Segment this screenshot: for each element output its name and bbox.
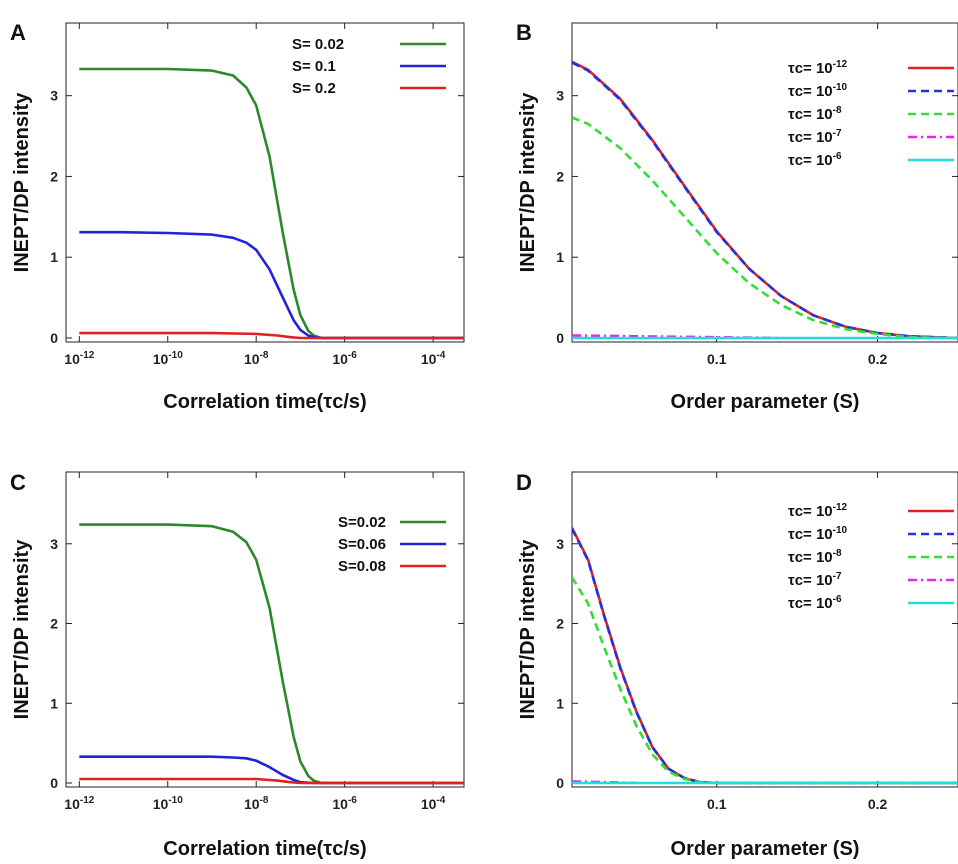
series-line-2 <box>572 61 958 340</box>
x-tick-label: 10-8 <box>244 795 269 812</box>
x-tick-label: 10-4 <box>421 795 446 812</box>
x-tick-label: 10-12 <box>64 795 94 812</box>
legend-label-3: τc= 10-8 <box>788 548 842 566</box>
y-axis-title: INEPT/DP intensity <box>11 539 33 720</box>
panel-letter: A <box>10 20 26 45</box>
series-line-1 <box>79 67 464 340</box>
y-tick-label: 2 <box>50 168 58 184</box>
legend-label-2: τc= 10-10 <box>788 525 848 543</box>
legend-label-1: S=0.02 <box>338 514 386 531</box>
y-tick-label: 3 <box>50 88 58 104</box>
series-line-1 <box>572 527 958 785</box>
panel-letter: B <box>516 20 532 45</box>
x-tick-label: 10-10 <box>153 795 183 812</box>
panel-d: D 0 1 2 3 0.1 0.2 Order parameter (S) INEPT/DP i… <box>516 470 958 860</box>
y-tick-label: 0 <box>50 775 58 791</box>
x-tick-label: 10-8 <box>244 350 269 367</box>
legend-label-4: τc= 10-7 <box>788 571 842 589</box>
legend-label-3: S=0.08 <box>338 558 386 575</box>
legend-label-3: τc= 10-8 <box>788 105 842 123</box>
series-line-3 <box>79 331 464 340</box>
y-tick-label: 2 <box>556 616 564 632</box>
x-axis-title: Order parameter (S) <box>671 838 860 860</box>
panel-a: A 0 1 2 3 10-12 10-10 10-8 10-6 10-4 Correlation t… <box>10 20 465 413</box>
y-tick-label: 3 <box>50 536 58 552</box>
series-line-3 <box>79 777 464 785</box>
x-tick-label: 0.2 <box>868 351 888 367</box>
y-tick-label: 2 <box>50 616 58 632</box>
legend-label-4: τc= 10-7 <box>788 128 842 146</box>
legend-label-3: S= 0.2 <box>292 80 336 97</box>
y-tick-label: 3 <box>556 88 564 104</box>
y-axis-title: INEPT/DP intensity <box>517 539 539 720</box>
y-tick-label: 0 <box>50 330 58 346</box>
panel-b: B 0 1 2 3 0.1 0.2 Order parameter (S) INEPT/DP i… <box>516 20 958 413</box>
x-tick-label: 10-4 <box>421 350 446 367</box>
x-tick-label: 0.1 <box>707 351 727 367</box>
y-tick-label: 1 <box>50 249 58 265</box>
legend-label-2: τc= 10-10 <box>788 82 848 100</box>
series-line-2 <box>572 528 958 785</box>
y-tick-label: 3 <box>556 536 564 552</box>
legend-label-2: S= 0.1 <box>292 58 336 75</box>
series-line-1 <box>79 523 464 785</box>
x-axis-title: Order parameter (S) <box>671 391 860 413</box>
x-tick-label: 10-6 <box>332 795 357 812</box>
legend-label-2: S=0.06 <box>338 536 386 553</box>
x-tick-label: 0.1 <box>707 796 727 812</box>
x-axis-title: Correlation time(τc/s) <box>163 838 366 860</box>
y-axis-title: INEPT/DP intensity <box>11 92 33 273</box>
series-line-2 <box>79 230 464 340</box>
x-tick-label: 10-6 <box>332 350 357 367</box>
legend-label-1: τc= 10-12 <box>788 59 848 77</box>
series-line-3 <box>572 116 958 340</box>
panel-c: C 0 1 2 3 10-12 10-10 10-8 10-6 10-4 Correlation t… <box>10 470 465 860</box>
panel-letter: C <box>10 470 26 495</box>
series-line-1 <box>572 60 958 340</box>
y-tick-label: 1 <box>50 695 58 711</box>
plot-frame <box>65 22 465 343</box>
series-line-3 <box>572 576 717 785</box>
y-tick-label: 0 <box>556 330 564 346</box>
plot-frame <box>571 22 958 343</box>
legend-label-1: τc= 10-12 <box>788 502 848 520</box>
legend-label-5: τc= 10-6 <box>788 151 842 169</box>
x-axis-title: Correlation time(τc/s) <box>163 391 366 413</box>
x-tick-label: 0.2 <box>868 796 888 812</box>
x-tick-label: 10-12 <box>64 350 94 367</box>
plot-frame <box>571 471 958 788</box>
panel-letter: D <box>516 470 532 495</box>
x-tick-label: 10-10 <box>153 350 183 367</box>
y-tick-label: 0 <box>556 775 564 791</box>
plot-frame <box>65 471 465 788</box>
y-axis-title: INEPT/DP intensity <box>517 92 539 273</box>
y-tick-label: 1 <box>556 249 564 265</box>
y-tick-label: 1 <box>556 695 564 711</box>
legend-label-5: τc= 10-6 <box>788 594 842 612</box>
y-tick-label: 2 <box>556 168 564 184</box>
legend-label-1: S= 0.02 <box>292 36 344 53</box>
